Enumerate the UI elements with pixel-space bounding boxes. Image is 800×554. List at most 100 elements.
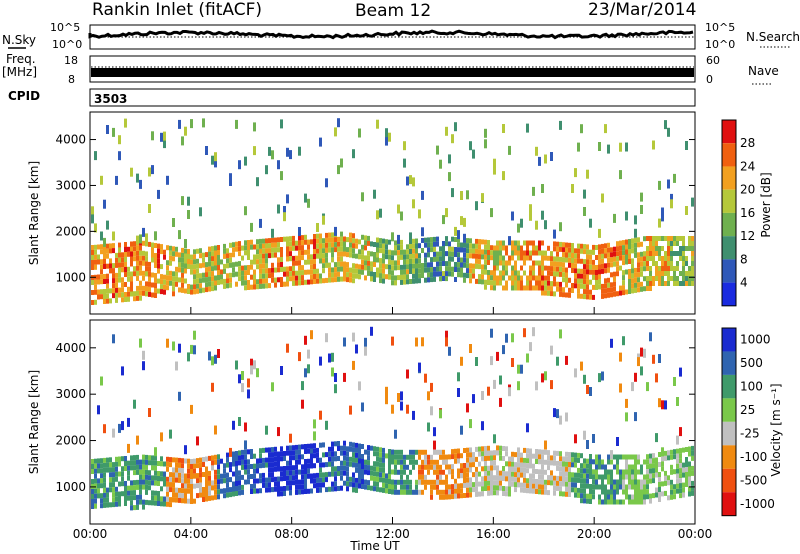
data-bin <box>451 251 454 257</box>
data-bin <box>583 249 586 255</box>
scatter-bin <box>334 373 337 382</box>
data-bin <box>280 446 283 452</box>
scatter-bin <box>319 410 322 420</box>
data-bin <box>379 452 382 458</box>
data-bin <box>382 268 385 274</box>
data-bin <box>271 237 274 243</box>
data-bin <box>196 258 199 264</box>
data-bin <box>178 497 181 503</box>
scatter-bin <box>277 160 280 170</box>
data-bin <box>622 280 625 286</box>
data-bin <box>244 250 247 256</box>
data-bin <box>295 240 298 246</box>
data-bin <box>583 498 586 504</box>
data-bin <box>595 280 598 285</box>
data-bin <box>544 479 547 485</box>
data-bin <box>598 269 601 275</box>
data-bin <box>433 469 436 475</box>
data-bin <box>433 251 436 257</box>
data-bin <box>613 246 616 252</box>
data-bin <box>553 480 556 486</box>
data-bin <box>268 243 271 249</box>
data-bin <box>682 266 685 271</box>
data-bin <box>559 271 562 277</box>
data-bin <box>343 236 346 242</box>
data-bin <box>100 463 103 469</box>
data-bin <box>199 253 202 259</box>
data-bin <box>430 262 433 268</box>
data-bin <box>643 474 646 480</box>
data-bin <box>565 247 568 253</box>
scatter-bin <box>586 440 589 449</box>
data-bin <box>226 452 229 458</box>
data-bin <box>616 256 619 262</box>
data-bin <box>295 280 298 286</box>
data-bin <box>640 256 643 262</box>
data-bin <box>391 265 394 271</box>
data-bin <box>259 448 262 454</box>
data-bin <box>238 251 241 257</box>
data-bin <box>388 454 391 459</box>
data-bin <box>178 267 181 273</box>
data-bin <box>109 477 112 483</box>
data-bin <box>307 244 310 250</box>
scatter-bin <box>475 201 478 211</box>
data-bin <box>214 255 217 261</box>
data-bin <box>124 481 127 486</box>
data-bin <box>145 454 148 460</box>
data-bin <box>100 289 103 295</box>
data-bin <box>97 493 100 499</box>
data-bin <box>139 484 142 490</box>
data-bin <box>205 481 208 487</box>
data-bin <box>181 498 184 504</box>
data-bin <box>172 487 175 493</box>
data-bin <box>634 464 637 470</box>
data-bin <box>592 469 595 475</box>
data-bin <box>679 453 682 459</box>
data-bin <box>616 246 619 252</box>
data-bin <box>94 279 97 285</box>
data-bin <box>439 449 442 455</box>
data-bin <box>358 443 361 449</box>
scatter-bin <box>115 175 118 185</box>
data-bin <box>424 484 427 490</box>
data-bin <box>628 479 631 485</box>
data-bin <box>304 479 307 484</box>
data-bin <box>577 293 580 299</box>
data-bin <box>496 445 499 451</box>
data-bin <box>607 494 610 500</box>
data-bin <box>601 268 604 274</box>
data-bin <box>484 259 487 265</box>
scatter-bin <box>148 204 151 213</box>
data-bin <box>640 494 643 500</box>
data-bin <box>415 243 418 249</box>
data-bin <box>211 495 214 501</box>
data-bin <box>265 273 268 279</box>
data-bin <box>229 262 232 268</box>
data-bin <box>568 262 571 268</box>
scatter-bin <box>148 167 151 177</box>
data-bin <box>286 480 289 486</box>
data-bin <box>454 252 457 257</box>
data-bin <box>688 276 691 281</box>
data-bin <box>292 470 295 476</box>
data-bin <box>625 454 628 460</box>
data-bin <box>97 244 100 250</box>
data-bin <box>181 257 184 263</box>
data-bin <box>223 488 226 494</box>
data-bin <box>91 459 94 464</box>
data-bin <box>421 263 424 268</box>
data-bin <box>298 459 301 465</box>
data-bin <box>658 482 661 487</box>
data-bin <box>532 245 535 251</box>
data-bin <box>334 262 337 268</box>
data-bin <box>619 255 622 261</box>
data-bin <box>505 250 508 256</box>
data-bin <box>559 266 562 272</box>
data-bin <box>676 236 679 241</box>
data-bin <box>442 241 445 246</box>
scatter-bin <box>487 386 490 396</box>
data-bin <box>529 458 532 464</box>
data-bin <box>181 468 184 474</box>
data-bin <box>511 461 514 467</box>
